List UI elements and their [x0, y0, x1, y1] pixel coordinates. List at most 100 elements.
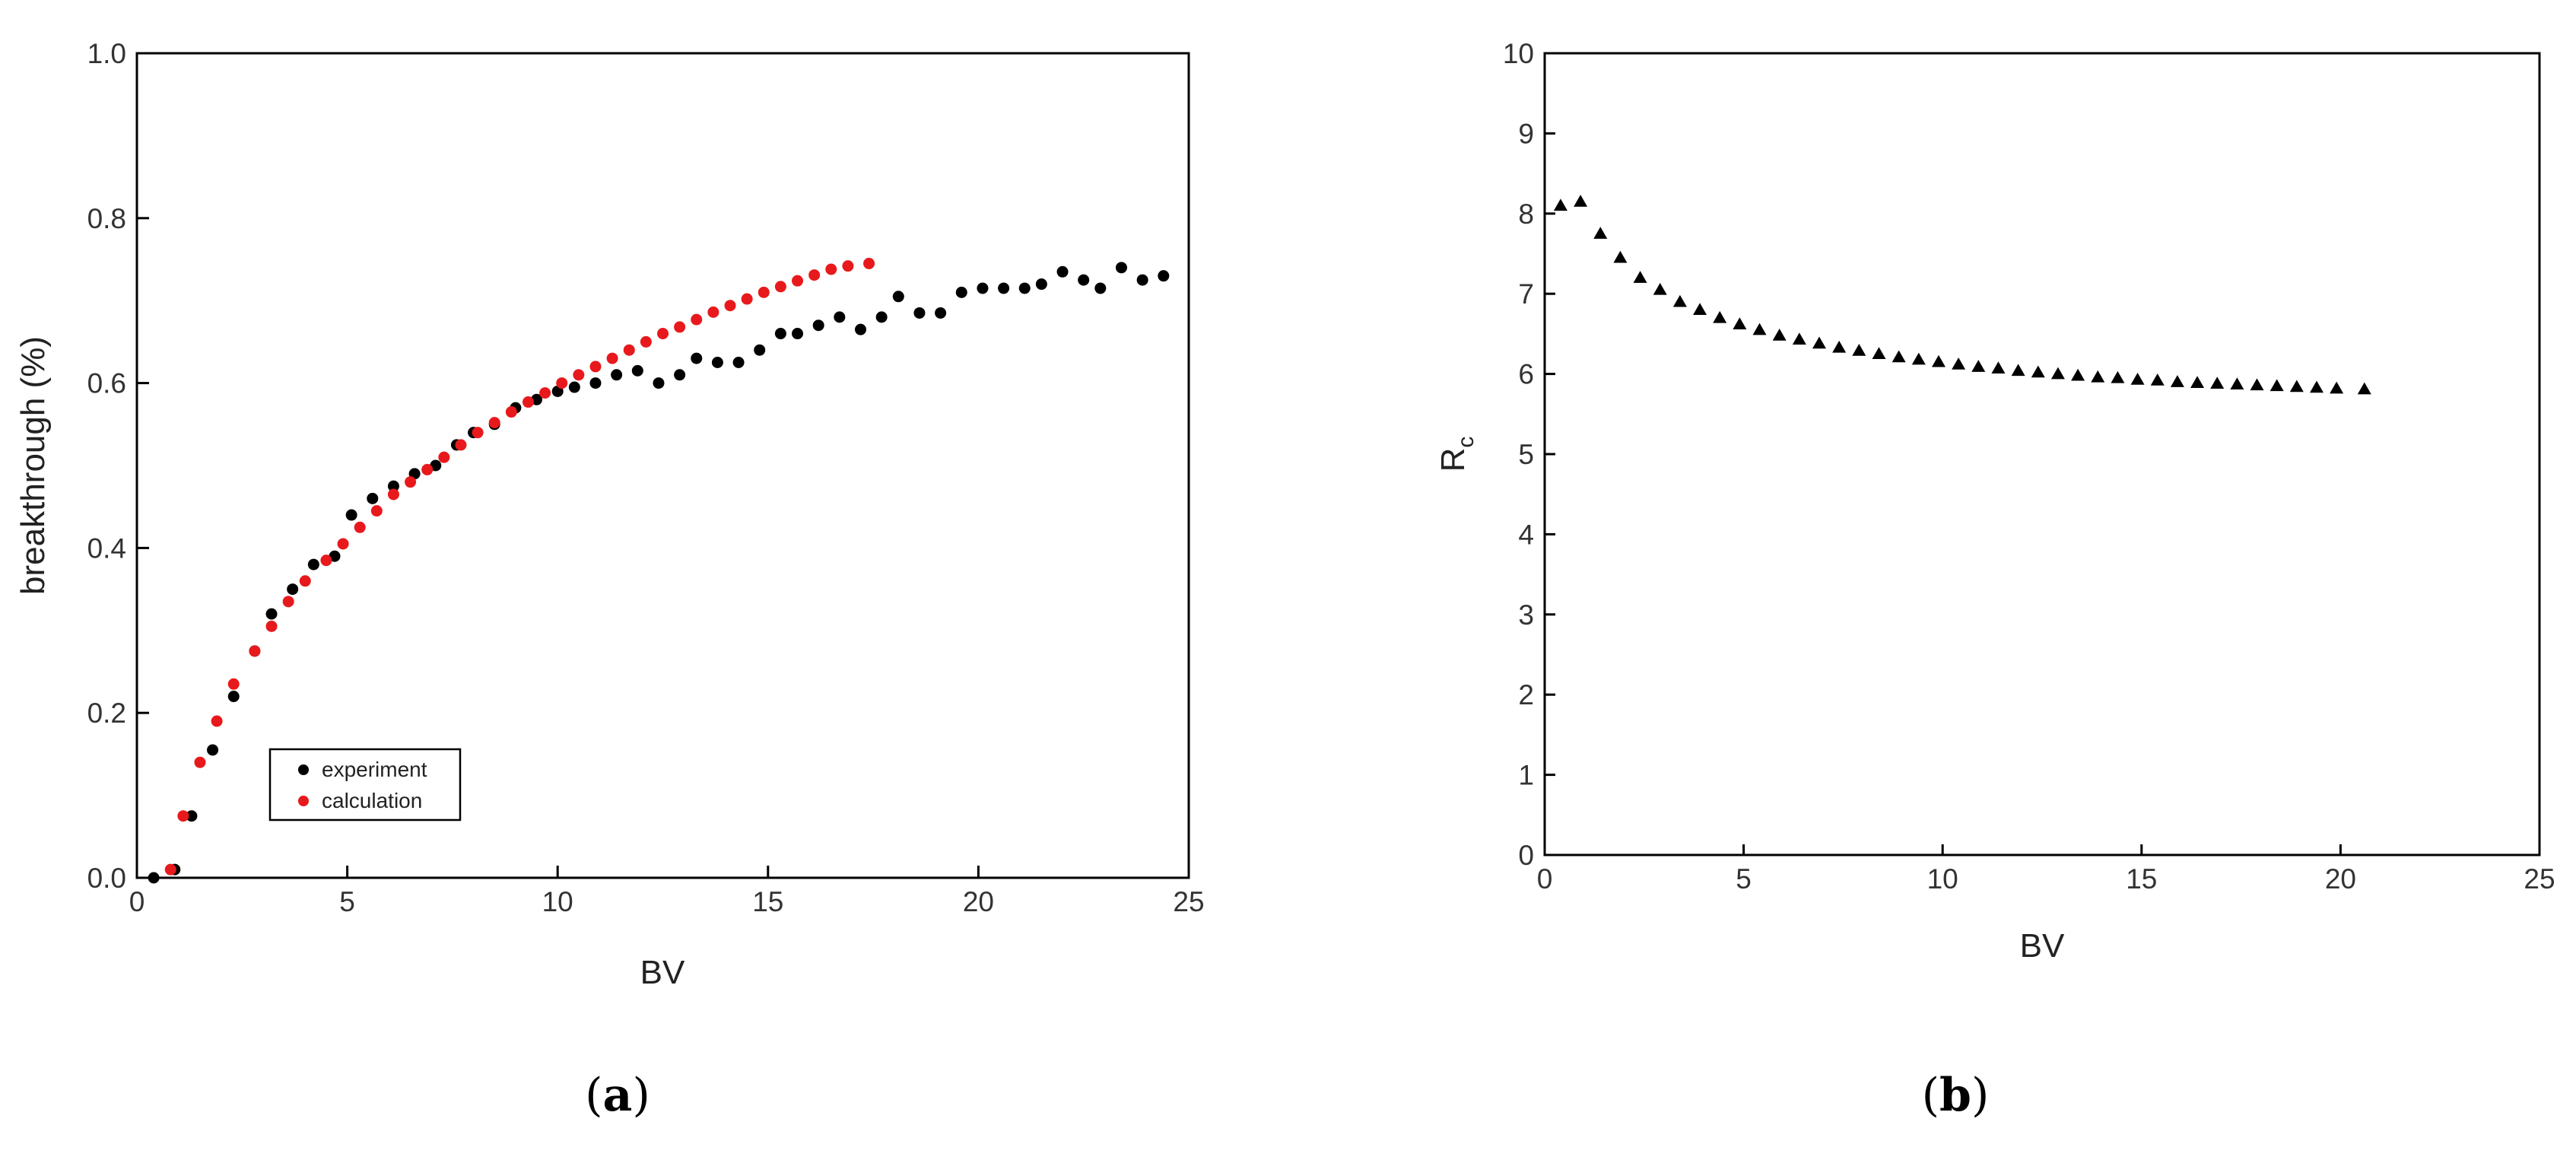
- x-tick-label: 25: [2524, 863, 2555, 895]
- data-point-calculation: [387, 488, 399, 501]
- y-tick-label: 7: [1518, 278, 1534, 310]
- data-point-experiment: [774, 328, 786, 340]
- y-ticks-b: 0 1 2 3 4 5 6 7 8 9 10: [1503, 38, 1555, 871]
- data-point-triangle: [2230, 377, 2244, 390]
- data-point-triangle: [1852, 344, 1866, 356]
- y-tick-label: 5: [1518, 439, 1534, 470]
- data-point-experiment: [1115, 262, 1127, 274]
- data-point-experiment: [674, 369, 686, 381]
- data-point-calculation: [691, 313, 703, 326]
- data-point-triangle: [2357, 382, 2371, 395]
- data-point-experiment: [345, 509, 357, 521]
- y-tick-label: 10: [1503, 38, 1534, 69]
- data-point-experiment: [367, 492, 379, 504]
- data-point-triangle: [1633, 271, 1647, 283]
- caption-a: (a): [585, 1069, 650, 1122]
- data-point-calculation: [405, 476, 417, 488]
- plot-frame-b: [1543, 52, 2541, 856]
- data-point-triangle: [2031, 365, 2045, 378]
- data-point-triangle: [1812, 336, 1827, 349]
- data-point-calculation: [438, 451, 450, 463]
- data-point-calculation: [472, 427, 484, 439]
- x-tick-label: 0: [1537, 863, 1553, 895]
- data-point-calculation: [556, 377, 568, 389]
- x-ticks-b: 0 5 10 15 20 25: [1537, 844, 2555, 895]
- data-point-calculation: [707, 306, 719, 318]
- x-tick-label: 0: [129, 886, 145, 917]
- y-tick-label: 8: [1518, 199, 1534, 230]
- data-point-calculation: [282, 596, 294, 608]
- data-point-experiment: [998, 282, 1010, 294]
- data-point-experiment: [935, 307, 947, 319]
- data-point-experiment: [589, 377, 602, 389]
- data-point-triangle: [1872, 347, 1886, 359]
- x-tick-label: 10: [542, 886, 573, 917]
- data-point-calculation: [177, 810, 189, 822]
- legend-a: experiment calculation: [268, 748, 462, 822]
- data-point-triangle: [2170, 375, 2184, 387]
- data-point-experiment: [568, 381, 580, 393]
- y-tick-label: 0.6: [87, 368, 126, 399]
- y-tick-label: 0.2: [87, 698, 126, 729]
- data-point-triangle: [1613, 250, 1628, 263]
- data-point-calculation: [421, 463, 434, 475]
- data-point-calculation: [808, 269, 821, 281]
- legend-label-experiment: experiment: [322, 758, 427, 781]
- data-point-experiment: [875, 311, 888, 323]
- data-point-experiment: [913, 307, 926, 319]
- data-point-triangle: [1832, 340, 1847, 353]
- data-point-calculation: [640, 335, 652, 348]
- data-point-calculation: [825, 263, 837, 275]
- data-point-experiment: [892, 291, 904, 303]
- data-point-experiment: [265, 608, 278, 620]
- data-point-calculation: [194, 756, 206, 768]
- x-tick-label: 20: [963, 886, 994, 917]
- data-point-calculation: [774, 281, 786, 293]
- data-point-triangle: [1752, 323, 1767, 335]
- y-axis-title-b: Rc: [1434, 437, 1479, 472]
- data-point-calculation: [573, 369, 585, 381]
- data-point-experiment: [653, 377, 665, 389]
- y-axis-title-b-main: R: [1434, 448, 1472, 472]
- data-point-calculation: [337, 538, 349, 550]
- chart-panel-b: 0 5 10 15 20 25 0 1 2 3 4 5 6 7 8 9 10 BV Rc: [1434, 38, 2555, 965]
- data-point-calculation: [211, 715, 223, 727]
- data-point-calculation: [623, 344, 635, 356]
- data-point-calculation: [606, 352, 618, 364]
- data-point-calculation: [674, 321, 686, 333]
- data-point-calculation: [265, 620, 278, 632]
- data-point-calculation: [522, 396, 534, 408]
- data-point-calculation: [488, 417, 500, 429]
- x-tick-label: 10: [1927, 863, 1958, 895]
- data-point-experiment: [855, 323, 867, 335]
- data-point-calculation: [724, 300, 736, 312]
- x-ticks-a: 0 5 10 15 20 25: [129, 866, 1205, 917]
- data-point-calculation: [249, 645, 261, 657]
- data-point-triangle: [2130, 372, 2145, 385]
- data-point-calculation: [164, 863, 176, 876]
- data-point-triangle: [1892, 350, 1906, 363]
- x-tick-label: 15: [752, 886, 783, 917]
- data-point-triangle: [2190, 376, 2205, 388]
- data-point-calculation: [863, 257, 875, 269]
- y-tick-label: 3: [1518, 599, 1534, 631]
- x-tick-label: 25: [1173, 886, 1204, 917]
- x-tick-label: 5: [339, 886, 355, 917]
- data-point-experiment: [812, 319, 824, 332]
- legend-box-a: [268, 748, 462, 822]
- data-point-experiment: [1018, 282, 1031, 294]
- data-point-experiment: [1056, 265, 1069, 278]
- x-tick-label: 5: [1736, 863, 1752, 895]
- data-point-triangle: [2250, 378, 2264, 391]
- data-point-triangle: [2111, 370, 2125, 383]
- data-point-experiment: [1078, 274, 1090, 286]
- data-point-experiment: [792, 328, 804, 340]
- data-point-triangle: [1593, 227, 1608, 239]
- data-point-triangle: [2091, 370, 2105, 383]
- data-point-triangle: [1971, 360, 1986, 372]
- data-point-calculation: [741, 293, 753, 305]
- y-tick-label: 0.4: [87, 532, 126, 564]
- caption-b: (b): [1922, 1069, 1990, 1122]
- data-point-triangle: [2310, 380, 2324, 393]
